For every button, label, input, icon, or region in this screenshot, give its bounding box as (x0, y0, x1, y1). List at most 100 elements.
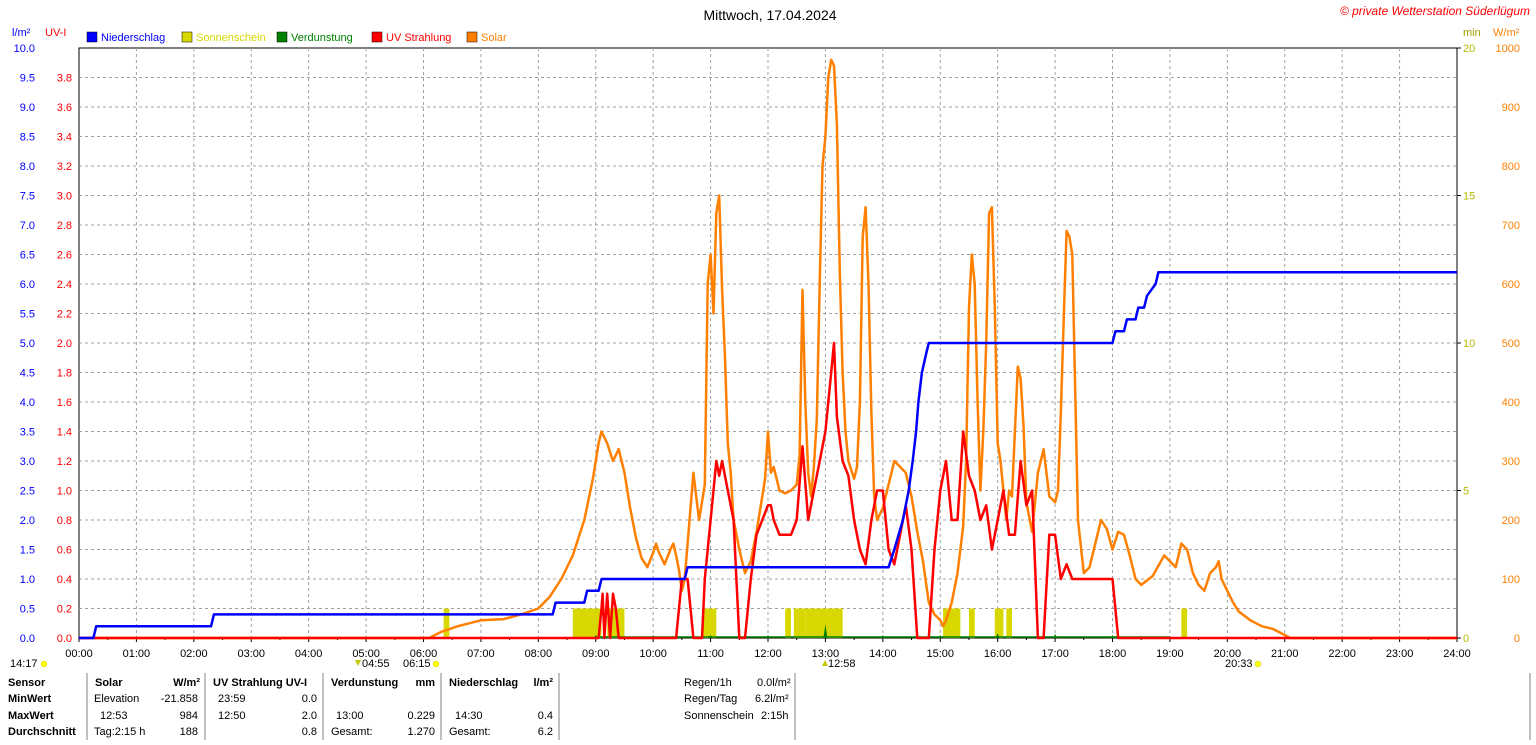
legend-label-solar: Solar (481, 32, 507, 44)
niederschlag-avg-value: 6.2 (538, 726, 553, 738)
x-tick-label: 18:00 (1099, 648, 1127, 660)
x-tick-label: 20:00 (1214, 648, 1242, 660)
y-tick-label-niederschlag: 4.0 (20, 397, 35, 409)
sunshine-bar (572, 608, 602, 638)
verdunstung-mark (880, 635, 885, 638)
verdunstung-mark (1110, 635, 1115, 638)
sunshine-bar (701, 608, 717, 638)
y-tick-label-solar: 300 (1502, 456, 1520, 468)
y-tick-label-uv: 3.6 (57, 102, 72, 114)
verdunstung-header: Verdunstung (331, 677, 398, 689)
solar-min-label: Elevation (94, 693, 139, 705)
axis-header-niederschlag: l/m² (12, 27, 31, 39)
y-tick-label-sun: 0 (1463, 633, 1469, 645)
niederschlag-line (79, 270, 1457, 640)
event-markers: 14:17 04:55 06:15 12:58 20:33 (10, 658, 1262, 670)
summary-regen1h-label: Regen/1h (684, 677, 732, 689)
x-tick-label: 24:00 (1443, 648, 1471, 660)
verdunstung-mark (823, 624, 828, 638)
summary-regentag-value: 6.2l/m² (755, 693, 789, 705)
y-tick-label-niederschlag: 10.0 (14, 43, 35, 55)
row-label-min: MinWert (8, 693, 52, 705)
verdunstung-mark (1053, 633, 1058, 638)
x-tick-label: 05:00 (352, 648, 380, 660)
y-tick-label-uv: 1.8 (57, 368, 72, 380)
y-tick-label-uv: 0.2 (57, 604, 72, 616)
legend-swatch-uv (371, 31, 383, 43)
y-tick-label-niederschlag: 1.5 (20, 545, 35, 557)
y-tick-label-uv: 2.0 (57, 338, 72, 350)
sunset-icon (1254, 660, 1262, 668)
sunshine-bar (968, 608, 975, 638)
y-tick-label-solar: 200 (1502, 515, 1520, 527)
solar-header: Solar (95, 677, 123, 689)
sunshine-bar (1181, 608, 1188, 638)
sunshine-bar (805, 608, 843, 638)
y-tick-label-solar: 900 (1502, 102, 1520, 114)
y-tick-label-solar: 600 (1502, 279, 1520, 291)
y-tick-label-uv: 0.4 (57, 574, 72, 586)
y-tick-label-niederschlag: 0.0 (20, 633, 35, 645)
x-tick-label: 14:00 (869, 648, 897, 660)
x-tick-label: 02:00 (180, 648, 208, 660)
y-tick-label-uv: 2.2 (57, 309, 72, 321)
x-tick-label: 13:00 (812, 648, 840, 660)
niederschlag-unit: l/m² (533, 677, 553, 689)
noon-marker-icon (822, 660, 828, 666)
x-tick-label: 01:00 (123, 648, 151, 660)
y-tick-label-uv: 1.2 (57, 456, 72, 468)
x-tick-label: 16:00 (984, 648, 1012, 660)
dawn-marker-icon (355, 660, 361, 666)
solar-min-value: -21.858 (161, 693, 198, 705)
solar-avg-label: Tag:2:15 h (94, 726, 145, 738)
y-tick-label-uv: 3.4 (57, 132, 72, 144)
y-tick-label-niederschlag: 9.5 (20, 73, 35, 85)
x-tick-label: 17:00 (1041, 648, 1069, 660)
y-tick-label-uv: 2.4 (57, 279, 72, 291)
copyright-text: © private Wetterstation Süderlügum (1340, 4, 1530, 18)
y-tick-label-solar: 100 (1502, 574, 1520, 586)
x-tick-label: 15:00 (926, 648, 954, 660)
uv-max-value: 2.0 (302, 710, 317, 722)
event-sunset: 20:33 (1225, 658, 1253, 670)
x-tick-label: 11:00 (697, 648, 724, 660)
y-tick-label-niederschlag: 7.5 (20, 191, 35, 203)
verdunstung-max-value: 0.229 (407, 710, 435, 722)
verdunstung-avg-label: Gesamt: (331, 726, 373, 738)
legend-label-uv: UV Strahlung (386, 32, 451, 44)
verdunstung-mark (938, 635, 943, 638)
axis-layer: 00:00 01:00 02:00 03:00 04:00 05:00 06:00 07:00… (14, 43, 1520, 660)
x-tick-label: 21:00 (1271, 648, 1299, 660)
moon-icon (40, 660, 48, 668)
axis-header-solar: W/m² (1493, 27, 1520, 39)
legend-swatch-sonnenschein (181, 31, 193, 43)
series-layer (79, 58, 1457, 640)
x-tick-label: 00:00 (65, 648, 93, 660)
y-tick-label-uv: 3.0 (57, 191, 72, 203)
y-tick-label-sun: 5 (1463, 486, 1469, 498)
legend-swatch-niederschlag (86, 31, 98, 43)
niederschlag-header: Niederschlag (449, 677, 518, 689)
y-tick-label-sun: 20 (1463, 43, 1475, 55)
verdunstung-mark (995, 633, 1000, 638)
event-noon: 12:58 (828, 658, 856, 670)
uv-header: UV Strahlung UV-I (213, 677, 307, 689)
summary-regentag-label: Regen/Tag (684, 693, 737, 705)
verdunstung-max-label: 13:00 (336, 710, 364, 722)
y-tick-label-uv: 2.8 (57, 220, 72, 232)
legend-swatch-solar (466, 31, 478, 43)
y-tick-label-solar: 400 (1502, 397, 1520, 409)
uv-avg-value: 0.8 (302, 726, 317, 738)
y-tick-label-uv: 1.6 (57, 397, 72, 409)
legend-label-niederschlag: Niederschlag (101, 32, 165, 44)
y-tick-label-niederschlag: 3.5 (20, 427, 35, 439)
niederschlag-max-value: 0.4 (538, 710, 553, 722)
legend-label-sonnenschein: Sonnenschein (196, 32, 266, 44)
x-tick-label: 22:00 (1328, 648, 1356, 660)
y-tick-label-solar: 500 (1502, 338, 1520, 350)
y-tick-label-niederschlag: 5.0 (20, 338, 35, 350)
y-tick-label-uv: 1.4 (57, 427, 72, 439)
x-tick-label: 23:00 (1386, 648, 1414, 660)
solar-max-label: 12:53 (100, 710, 128, 722)
